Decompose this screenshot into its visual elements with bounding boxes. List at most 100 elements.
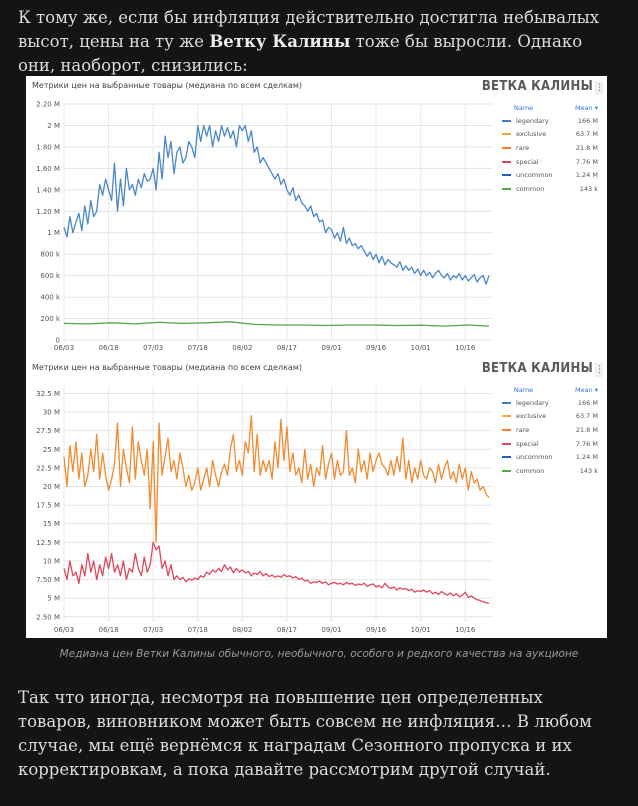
x-tick-label: 09/01 [321,626,341,634]
legend-item-special[interactable]: special 7.76 M [498,155,602,169]
legend-swatch [502,415,511,418]
legend-item-legendary[interactable]: legendary 166 M [498,396,602,410]
legend-swatch [502,401,511,404]
x-tick-label: 07/18 [188,626,208,634]
x-tick-label: 09/01 [321,344,341,352]
legend-item-rare[interactable]: rare 21.8 M [498,141,602,155]
legend-item-special[interactable]: special 7.76 M [498,437,602,451]
legend-header-mean[interactable]: Mean ▾ [574,386,598,394]
x-tick-label: 08/02 [232,626,252,634]
y-tick-label: 1.20 M [36,208,60,216]
series-line-common [63,321,490,327]
legend-swatch [502,469,511,472]
legend-item-exclusive[interactable]: exclusive 63.7 M [498,410,602,424]
legend-mean: 63.7 M [575,412,598,421]
legend-mean: 1.24 M [575,453,598,462]
legend-swatch [502,119,511,122]
chart-brand: ВЕТКА КАЛИНЫ [481,79,593,94]
y-tick-label: 17.5 M [36,502,60,510]
menu-icon[interactable]: ⋮ [595,363,604,377]
x-tick-label: 06/18 [98,626,118,634]
y-tick-label: 800 k [40,251,61,259]
legend-item-rare[interactable]: rare 21.8 M [498,423,602,437]
legend-header: Name Mean ▾ [498,104,602,114]
y-tick-label: 600 k [40,272,61,280]
series-line-uncommon [63,124,490,285]
x-tick-label: 08/17 [277,626,297,634]
legend-swatch [502,174,511,177]
intro-text: К тому же, если бы инфляция действительн… [18,8,600,51]
y-tick-label: 2.50 M [36,613,60,621]
intro-text-end: тоже бы выросли. Однако они, наоборот, с… [18,32,583,75]
y-tick-label: 5 M [47,595,60,603]
x-tick-label: 10/16 [455,344,476,352]
legend-swatch [502,456,511,459]
chart-legend: Name Mean ▾ legendary 166 M exclusive 63.7 … [498,386,602,478]
y-tick-label: 2.20 M [36,101,60,109]
y-tick-label: 32.5 M [36,390,60,398]
legend-mean: 63.7 M [575,130,598,139]
legend-item-common[interactable]: common 143 k [498,464,602,478]
legend-name: uncommon [516,171,553,180]
x-tick-label: 06/03 [54,344,74,352]
y-tick-label: 1 M [47,229,60,237]
y-tick-label: 7.50 M [36,576,60,584]
menu-icon[interactable]: ⋮ [595,81,604,95]
outro-paragraph: Так что иногда, несмотря на повышение це… [18,688,592,779]
x-tick-label: 09/16 [366,344,387,352]
legend-swatch [502,187,511,190]
intro-bold-text: Ветку Калины [209,32,351,51]
legend-header-mean[interactable]: Mean ▾ [574,104,598,112]
legend-item-common[interactable]: common 143 k [498,182,602,196]
chart-brand: ВЕТКА КАЛИНЫ [481,361,593,376]
chart-figure: 0 200 k 400 k 600 k 800 k 1 M 1.20 M 1.40 M 1.60… [26,76,607,638]
legend-swatch [502,160,511,163]
x-tick-label: 08/17 [277,344,297,352]
y-tick-label: 12.5 M [36,539,60,547]
legend-item-uncommon[interactable]: uncommon 1.24 M [498,450,602,464]
y-tick-label: 1.60 M [36,165,60,173]
y-tick-label: 1.40 M [36,186,60,194]
x-tick-label: 10/01 [411,344,431,352]
chart-legend: Name Mean ▾ legendary 166 M exclusive 63.7 … [498,104,602,196]
legend-mean: 166 M [577,398,598,407]
legend-swatch [502,146,511,149]
x-tick-label: 10/16 [455,626,476,634]
legend-mean: 21.8 M [575,425,598,434]
x-tick-label: 07/03 [143,626,163,634]
legend-mean: 7.76 M [575,157,598,166]
chart-svg-top: 0 200 k 400 k 600 k 800 k 1 M 1.20 M 1.40 M 1.60… [36,101,492,352]
legend-swatch [502,442,511,445]
x-tick-label: 10/01 [411,626,431,634]
y-tick-label: 400 k [40,294,61,302]
chart-svg-bottom: 2.50 M 5 M 7.50 M 10 M 12.5 M 15 M 17.5 M 20 M 2… [36,386,492,634]
legend-item-legendary[interactable]: legendary 166 M [498,114,602,128]
figure-caption: Медиана цен Ветки Калины обычного, необы… [59,648,579,660]
legend-name: common [516,466,545,475]
x-tick-label: 07/18 [188,344,208,352]
legend-name: special [516,439,539,448]
legend-name: exclusive [516,412,547,421]
chart-panel-uncommon-common: 0 200 k 400 k 600 k 800 k 1 M 1.20 M 1.40 M 1.60… [26,76,607,356]
legend-header-name[interactable]: Name [514,386,534,394]
legend-mean: 21.8 M [575,143,598,152]
y-tick-label: 1.80 M [36,143,60,151]
legend-mean: 1.24 M [575,171,598,180]
y-tick-label: 200 k [40,315,61,323]
legend-name: exclusive [516,130,547,139]
y-tick-label: 27.5 M [36,427,60,435]
legend-item-exclusive[interactable]: exclusive 63.7 M [498,128,602,142]
chart-panel-rare-special: 2.50 M 5 M 7.50 M 10 M 12.5 M 15 M 17.5 M 20 M 2… [26,358,607,638]
x-tick-label: 08/02 [232,344,252,352]
legend-item-uncommon[interactable]: uncommon 1.24 M [498,168,602,182]
legend-name: legendary [516,398,549,407]
y-tick-label: 0 [56,337,60,345]
x-tick-label: 09/16 [366,626,387,634]
legend-mean: 143 k [579,466,598,475]
y-tick-label: 30 M [43,409,60,417]
x-tick-label: 07/03 [143,344,163,352]
legend-mean: 166 M [577,116,598,125]
legend-name: legendary [516,116,549,125]
legend-header-name[interactable]: Name [514,104,534,112]
y-tick-label: 2 M [47,122,60,130]
